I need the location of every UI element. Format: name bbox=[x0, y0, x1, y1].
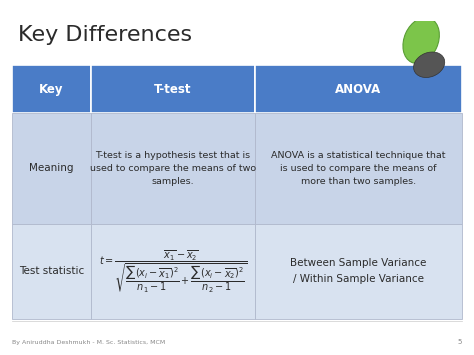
Bar bbox=[91, 65, 255, 114]
Text: T-test is a hypothesis test that is
used to compare the means of two
samples.: T-test is a hypothesis test that is used… bbox=[90, 151, 256, 186]
Bar bbox=[12, 224, 91, 319]
Text: ANOVA: ANOVA bbox=[336, 83, 382, 96]
Text: Key Differences: Key Differences bbox=[18, 25, 192, 45]
Text: Test statistic: Test statistic bbox=[19, 266, 84, 276]
Bar bbox=[91, 114, 255, 224]
Ellipse shape bbox=[414, 52, 445, 77]
Text: Between Sample Variance
/ Within Sample Variance: Between Sample Variance / Within Sample … bbox=[290, 258, 427, 284]
Text: By Aniruddha Deshmukh - M. Sc. Statistics, MCM: By Aniruddha Deshmukh - M. Sc. Statistic… bbox=[12, 340, 165, 345]
Text: 5: 5 bbox=[457, 339, 462, 345]
Text: $t = \dfrac{\overline{x_1} - \overline{x_2}}{\sqrt{\dfrac{\sum(x_i - \overline{x: $t = \dfrac{\overline{x_1} - \overline{x… bbox=[99, 248, 247, 295]
Text: T-test: T-test bbox=[154, 83, 191, 96]
Bar bbox=[255, 114, 462, 224]
Text: Key: Key bbox=[39, 83, 64, 96]
Bar bbox=[12, 65, 91, 114]
Bar bbox=[255, 224, 462, 319]
Bar bbox=[12, 114, 91, 224]
Bar bbox=[91, 224, 255, 319]
Ellipse shape bbox=[403, 17, 439, 64]
Text: Meaning: Meaning bbox=[29, 164, 73, 174]
Text: ANOVA is a statistical technique that
is used to compare the means of
more than : ANOVA is a statistical technique that is… bbox=[271, 151, 446, 186]
Bar bbox=[255, 65, 462, 114]
